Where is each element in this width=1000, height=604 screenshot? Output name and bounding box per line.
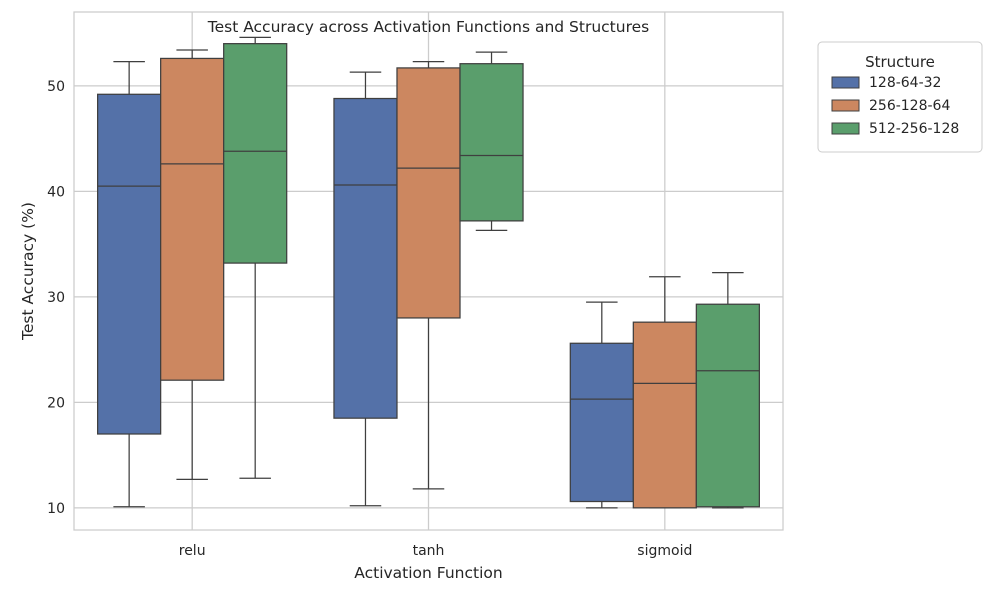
legend-entry: 128-64-32 xyxy=(831,75,941,91)
box-series xyxy=(97,36,760,509)
legend-label: 512-256-128 xyxy=(869,121,959,137)
y-tick-label: 10 xyxy=(47,501,65,517)
box-iqr xyxy=(396,67,461,319)
box-iqr xyxy=(569,342,634,503)
x-tick-label: relu xyxy=(179,543,206,559)
box-128-64-32-tanh xyxy=(333,71,398,507)
legend-title: Structure xyxy=(865,53,935,71)
series-128-64-32 xyxy=(97,60,634,509)
box-128-64-32-sigmoid xyxy=(569,301,634,509)
legend-swatch xyxy=(831,76,860,89)
y-tick-labels: 10 20 30 40 50 xyxy=(47,79,65,517)
legend-swatch xyxy=(831,99,860,112)
box-iqr xyxy=(695,303,760,508)
legend-label: 256-128-64 xyxy=(869,98,950,114)
x-tick-labels: relu tanh sigmoid xyxy=(179,543,693,559)
series-512-256-128 xyxy=(223,36,760,509)
box-512-256-128-sigmoid xyxy=(695,271,760,509)
y-tick-label: 50 xyxy=(47,79,65,95)
box-512-256-128-relu xyxy=(223,36,288,479)
plot-frame xyxy=(73,11,784,531)
legend-label: 128-64-32 xyxy=(869,75,941,91)
box-512-256-128-tanh xyxy=(459,51,524,232)
box-iqr xyxy=(97,93,162,435)
y-axis-label: Test Accuracy (%) xyxy=(19,202,37,341)
y-tick-label: 20 xyxy=(47,395,65,411)
y-tick-label: 40 xyxy=(47,184,65,200)
legend-swatch xyxy=(831,122,860,135)
box-iqr xyxy=(223,43,288,264)
legend-entry: 512-256-128 xyxy=(831,121,959,137)
box-256-128-64-sigmoid xyxy=(632,276,697,509)
box-iqr xyxy=(459,63,524,222)
series-256-128-64 xyxy=(160,49,697,509)
box-256-128-64-tanh xyxy=(396,60,461,490)
legend: Structure 128-64-32 256-128-64 512-256-128 xyxy=(817,41,983,153)
y-tick-label: 30 xyxy=(47,290,65,306)
box-iqr xyxy=(160,57,225,381)
x-axis-label: Activation Function xyxy=(354,564,502,582)
box-256-128-64-relu xyxy=(160,49,225,480)
box-128-64-32-relu xyxy=(97,60,162,508)
legend-entries: 128-64-32 256-128-64 512-256-128 xyxy=(831,75,959,137)
x-tick-label: tanh xyxy=(413,543,445,559)
box-iqr xyxy=(333,97,398,419)
chart-title: Test Accuracy across Activation Function… xyxy=(207,18,649,36)
box-iqr xyxy=(632,321,697,509)
x-tick-label: sigmoid xyxy=(637,543,692,559)
legend-entry: 256-128-64 xyxy=(831,98,950,114)
